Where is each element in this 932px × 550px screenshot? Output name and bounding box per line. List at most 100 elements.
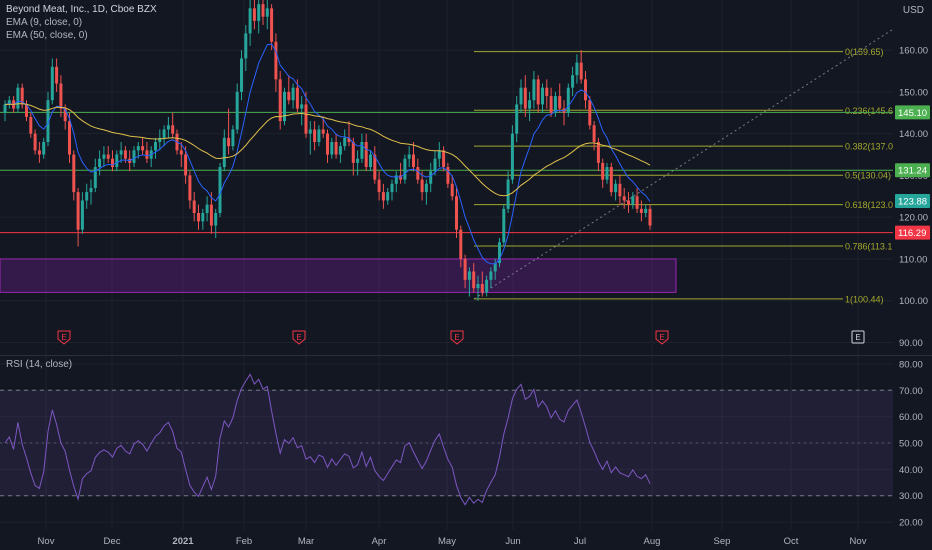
candle-body: [179, 150, 183, 155]
price-line-tag: 131.24: [898, 166, 927, 177]
candle-body: [618, 183, 622, 197]
candle-body: [407, 154, 411, 159]
candle-body: [489, 271, 493, 280]
ema-short-legend[interactable]: EMA (9, close, 0): [6, 17, 83, 28]
earnings-marker: [851, 330, 865, 344]
price-axis[interactable]: 90.00100.00110.00120.00130.00140.00150.0…: [895, 46, 930, 529]
fib-level-label: 0.5(130.04): [845, 171, 891, 181]
candle-body: [403, 158, 407, 180]
candle-body: [240, 58, 243, 92]
candle-body: [369, 154, 372, 168]
time-tick-label: Oct: [784, 536, 799, 547]
candle-body: [102, 154, 106, 159]
candle-body: [119, 150, 123, 155]
candle-body: [80, 200, 84, 230]
candle-body: [553, 96, 557, 113]
candle-body: [493, 263, 497, 272]
candle-body: [287, 91, 291, 101]
candle-body: [59, 83, 63, 109]
candle-body: [201, 213, 205, 222]
candle-body: [197, 213, 200, 222]
rsi-legend[interactable]: RSI (14, close): [6, 359, 73, 370]
candle-body: [631, 196, 635, 205]
candle-body: [532, 79, 536, 101]
rsi-panel: [0, 373, 893, 506]
candle-body: [162, 129, 166, 138]
time-tick-label: Feb: [236, 536, 252, 547]
time-tick-label: Jul: [574, 536, 586, 547]
price-tick-label: 160.00: [899, 46, 928, 57]
candle-body: [592, 125, 596, 142]
candle-body: [25, 104, 28, 117]
price-tick-label: 90.00: [899, 338, 923, 349]
candle-body: [244, 33, 248, 59]
candle-body: [321, 129, 325, 134]
candle-body: [300, 104, 304, 109]
candle-body: [566, 87, 570, 113]
candle-body: [373, 154, 377, 180]
candle-body: [446, 167, 450, 184]
candle-body: [601, 162, 605, 180]
candle-body: [265, 8, 269, 17]
candle-body: [614, 183, 618, 193]
candle-body: [154, 142, 157, 151]
rsi-line: [4, 373, 651, 506]
ema-long-line: [4, 103, 651, 197]
candle-body: [420, 179, 424, 193]
price-line-tag: 116.29: [898, 228, 926, 239]
ema-long-legend[interactable]: EMA (50, close, 0): [6, 30, 88, 41]
time-tick-label: Aug: [644, 536, 661, 547]
candle-body: [437, 150, 441, 159]
candle-body: [502, 208, 506, 243]
candle-body: [390, 183, 394, 193]
rsi-tick-label: 20.00: [899, 518, 923, 529]
fib-retracement[interactable]: 0(159.65) 0.236(145.6 0.382(137.0 0.5(130.0…: [473, 28, 894, 304]
candle-body: [205, 204, 209, 213]
candle-body: [270, 8, 274, 42]
candle-body: [510, 133, 514, 180]
rsi-tick-label: 50.00: [899, 439, 923, 450]
candle-body: [283, 91, 286, 122]
candle-body: [98, 158, 102, 168]
time-tick-label: Sep: [714, 536, 731, 547]
candle-body: [184, 154, 188, 176]
candle-body: [463, 258, 467, 280]
candle-body: [485, 279, 489, 293]
earnings-marker-label: E: [855, 333, 860, 342]
candle-body: [442, 150, 446, 168]
candle-body: [433, 158, 437, 172]
candle-body: [515, 104, 519, 134]
candle-body: [111, 158, 114, 168]
earnings-marker-label: E: [659, 333, 664, 342]
candle-body: [480, 284, 484, 293]
time-tick-label: May: [438, 536, 456, 547]
candle-body: [3, 104, 7, 113]
currency-label: USD: [902, 5, 924, 16]
candle-body: [467, 271, 471, 280]
time-axis[interactable]: Nov Dec 2021 Feb Mar Apr May Jun Jul Aug Sep Oct Nov: [38, 536, 867, 547]
price-line-tag-bg: [895, 225, 930, 240]
candle-body: [72, 154, 76, 193]
candle-body: [85, 192, 89, 201]
candle-body: [528, 100, 532, 109]
price-line-tag-bg: [895, 105, 930, 120]
candle-body: [541, 87, 544, 105]
candle-body: [351, 142, 355, 163]
candle-body: [313, 129, 317, 142]
fib-level-label: 0.236(145.6: [845, 106, 893, 116]
time-tick-label: Apr: [372, 536, 387, 547]
time-tick-label: Dec: [104, 536, 121, 547]
rsi-tick-label: 30.00: [899, 491, 923, 502]
candle-body: [472, 271, 476, 289]
candle-body: [304, 104, 308, 134]
earnings-marker-label: E: [61, 333, 66, 342]
earnings-marker-label: E: [296, 333, 301, 342]
candle-body: [209, 204, 213, 226]
candle-body: [214, 213, 218, 226]
candle-body: [622, 196, 626, 201]
candle-body: [356, 158, 360, 163]
candle-body: [588, 100, 592, 126]
candle-body: [377, 179, 381, 193]
